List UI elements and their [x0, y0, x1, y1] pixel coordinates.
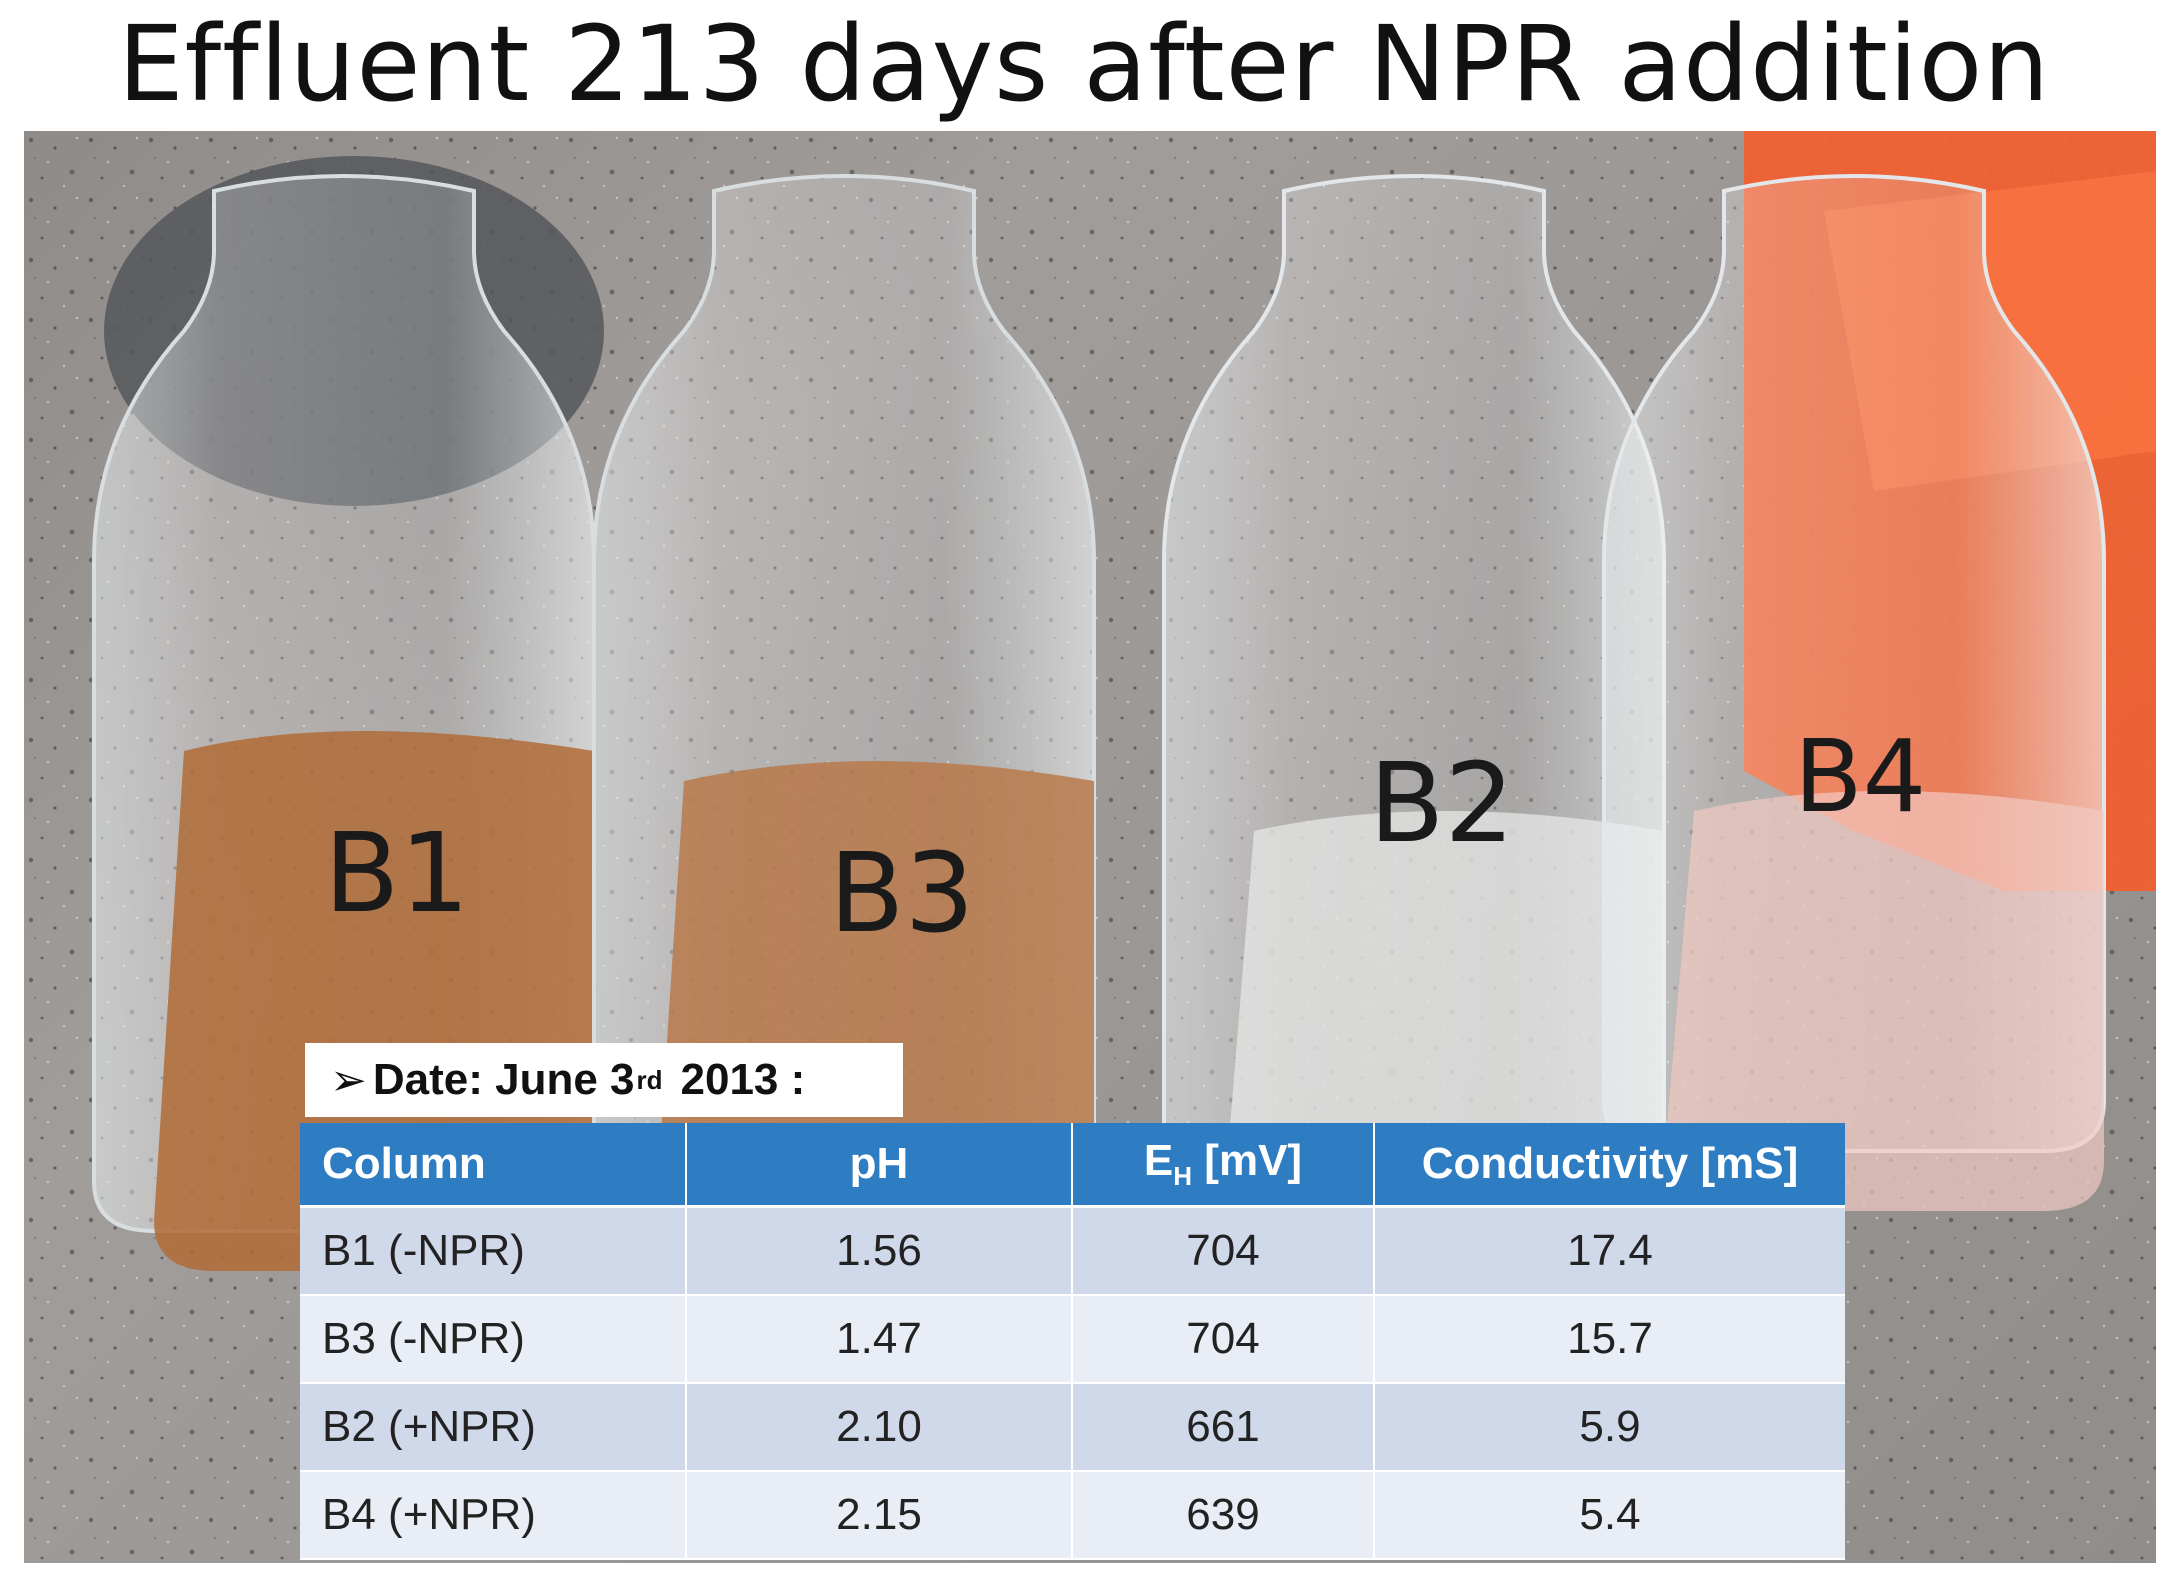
header-conductivity: Conductivity [mS] — [1374, 1123, 1845, 1208]
cell-conductivity: 17.4 — [1374, 1206, 1845, 1296]
bottle-label-b1: B1 — [324, 809, 469, 937]
cell-eh: 639 — [1072, 1471, 1375, 1560]
bottles-photo: B1 B3 B2 B4 — [24, 131, 2156, 1563]
table-row: B2 (+NPR) 2.10 661 5.9 — [300, 1383, 1845, 1472]
header-eh: EH [mV] — [1072, 1123, 1375, 1208]
cell-column: B4 (+NPR) — [300, 1471, 687, 1560]
table-header-row: Column pH EH [mV] Conductivity [mS] — [300, 1123, 1845, 1208]
header-column: Column — [300, 1123, 687, 1208]
cell-ph: 2.15 — [686, 1471, 1073, 1560]
table-row: B4 (+NPR) 2.15 639 5.4 — [300, 1471, 1845, 1560]
header-eh-main: E — [1143, 1136, 1174, 1185]
date-prefix: Date: June 3 — [372, 1055, 635, 1104]
cell-ph: 1.56 — [686, 1206, 1073, 1296]
cell-conductivity: 15.7 — [1374, 1295, 1845, 1384]
bottle-b1: B1 — [92, 174, 596, 1271]
cell-column: B1 (-NPR) — [300, 1206, 687, 1296]
cell-eh: 661 — [1072, 1383, 1375, 1472]
cell-column: B3 (-NPR) — [300, 1295, 687, 1384]
bottles-illustration: B1 B3 B2 B4 — [24, 131, 2156, 1563]
header-eh-unit: [mV] — [1192, 1136, 1303, 1185]
measurements-table: Column pH EH [mV] Conductivity [mS] B1 (… — [300, 1123, 1845, 1560]
bottle-label-b4: B4 — [1794, 718, 1926, 835]
header-ph: pH — [686, 1123, 1073, 1208]
slide-title: Effluent 213 days after NPR addition — [117, 3, 2051, 125]
cell-eh: 704 — [1072, 1206, 1375, 1296]
bottle-b3: B3 — [592, 174, 1096, 1291]
cell-column: B2 (+NPR) — [300, 1383, 687, 1472]
bottle-b4: B4 — [1602, 174, 2106, 1211]
cell-ph: 1.47 — [686, 1295, 1073, 1384]
cell-ph: 2.10 — [686, 1383, 1073, 1472]
header-eh-subscript: H — [1173, 1161, 1193, 1191]
bottle-label-b3: B3 — [829, 829, 974, 957]
table-row: B3 (-NPR) 1.47 704 15.7 — [300, 1295, 1845, 1384]
table-row: B1 (-NPR) 1.56 704 17.4 — [300, 1206, 1845, 1296]
cell-conductivity: 5.9 — [1374, 1383, 1845, 1472]
cell-eh: 704 — [1072, 1295, 1375, 1384]
arrow-bullet-icon: ➢ — [330, 1055, 367, 1105]
bottle-label-b2: B2 — [1369, 739, 1514, 867]
date-ordinal-suffix: rd — [636, 1064, 663, 1095]
cell-conductivity: 5.4 — [1374, 1471, 1845, 1560]
date-year: 2013 : — [680, 1055, 806, 1104]
